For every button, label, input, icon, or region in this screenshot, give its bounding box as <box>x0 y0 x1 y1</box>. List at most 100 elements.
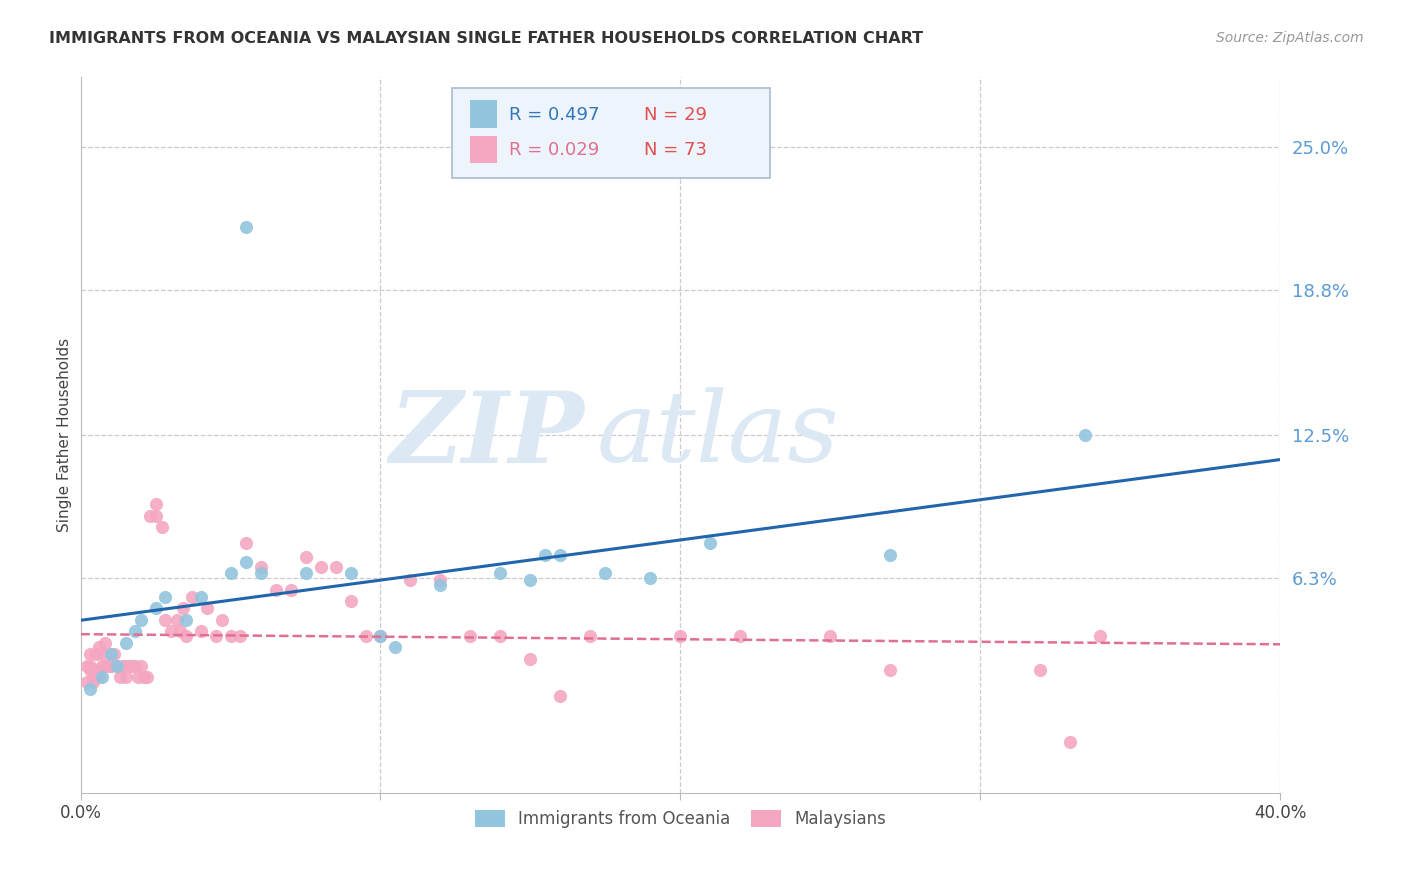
FancyBboxPatch shape <box>471 100 496 128</box>
Point <box>84 670 107 684</box>
Point <box>100 658 122 673</box>
Point <box>145 508 167 523</box>
Point <box>169 624 191 639</box>
Point <box>129 658 152 673</box>
Text: R = 0.497: R = 0.497 <box>509 105 599 124</box>
Point <box>108 670 131 684</box>
Point <box>211 613 233 627</box>
Point <box>93 658 115 673</box>
Point <box>879 548 901 562</box>
Point <box>595 566 617 581</box>
Point <box>150 520 173 534</box>
Point <box>1074 428 1097 442</box>
Point <box>249 559 271 574</box>
Point <box>84 647 107 661</box>
Point <box>180 590 202 604</box>
Point <box>103 647 125 661</box>
Text: N = 73: N = 73 <box>644 142 707 160</box>
Point <box>235 555 257 569</box>
Y-axis label: Single Father Households: Single Father Households <box>58 338 72 533</box>
Point <box>105 658 128 673</box>
Point <box>294 550 316 565</box>
Point <box>121 658 143 673</box>
Text: ZIP: ZIP <box>389 387 585 483</box>
Point <box>669 629 692 643</box>
Point <box>114 670 136 684</box>
Point <box>153 590 176 604</box>
Point <box>550 689 572 703</box>
Point <box>640 571 662 585</box>
Point <box>145 497 167 511</box>
Point <box>153 613 176 627</box>
FancyBboxPatch shape <box>453 88 770 178</box>
Point <box>235 220 257 235</box>
Point <box>399 574 422 588</box>
Point <box>219 566 242 581</box>
Point <box>76 674 98 689</box>
Point <box>519 574 541 588</box>
Point <box>127 670 149 684</box>
Point <box>79 681 101 696</box>
Text: Source: ZipAtlas.com: Source: ZipAtlas.com <box>1216 31 1364 45</box>
Point <box>124 624 146 639</box>
Point <box>820 629 842 643</box>
Point <box>429 578 451 592</box>
Point <box>124 658 146 673</box>
Point <box>84 664 107 678</box>
Point <box>190 624 212 639</box>
Text: IMMIGRANTS FROM OCEANIA VS MALAYSIAN SINGLE FATHER HOUSEHOLDS CORRELATION CHART: IMMIGRANTS FROM OCEANIA VS MALAYSIAN SIN… <box>49 31 924 46</box>
Point <box>460 629 482 643</box>
Point <box>159 624 181 639</box>
Point <box>370 629 392 643</box>
Point <box>132 670 155 684</box>
Point <box>339 566 361 581</box>
Point <box>730 629 752 643</box>
Point <box>1090 629 1112 643</box>
Point <box>174 629 197 643</box>
Point <box>135 670 157 684</box>
Point <box>76 658 98 673</box>
Point <box>429 574 451 588</box>
Point <box>117 658 139 673</box>
Point <box>280 582 302 597</box>
Legend: Immigrants from Oceania, Malaysians: Immigrants from Oceania, Malaysians <box>468 803 893 834</box>
Point <box>114 658 136 673</box>
Point <box>309 559 332 574</box>
Point <box>228 629 250 643</box>
Point <box>129 613 152 627</box>
Point <box>96 658 118 673</box>
Point <box>699 536 721 550</box>
Point <box>249 566 271 581</box>
Point <box>489 629 512 643</box>
Point <box>195 601 218 615</box>
Point <box>1029 664 1052 678</box>
Point <box>93 636 115 650</box>
Point <box>370 629 392 643</box>
Point <box>114 636 136 650</box>
Point <box>219 629 242 643</box>
Point <box>87 640 110 655</box>
Point <box>111 658 134 673</box>
Point <box>90 647 112 661</box>
Point <box>489 566 512 581</box>
Point <box>879 664 901 678</box>
Point <box>534 548 557 562</box>
Point <box>204 629 226 643</box>
Point <box>166 613 188 627</box>
Point <box>1059 735 1081 749</box>
Text: atlas: atlas <box>596 387 839 483</box>
Text: N = 29: N = 29 <box>644 105 707 124</box>
Text: R = 0.029: R = 0.029 <box>509 142 599 160</box>
Point <box>384 640 406 655</box>
Point <box>138 508 160 523</box>
Point <box>174 613 197 627</box>
Point <box>294 566 316 581</box>
Point <box>325 559 347 574</box>
Point <box>100 647 122 661</box>
Point <box>354 629 377 643</box>
Point <box>105 658 128 673</box>
Point <box>87 670 110 684</box>
Point <box>79 664 101 678</box>
Point <box>79 658 101 673</box>
FancyBboxPatch shape <box>471 136 496 163</box>
